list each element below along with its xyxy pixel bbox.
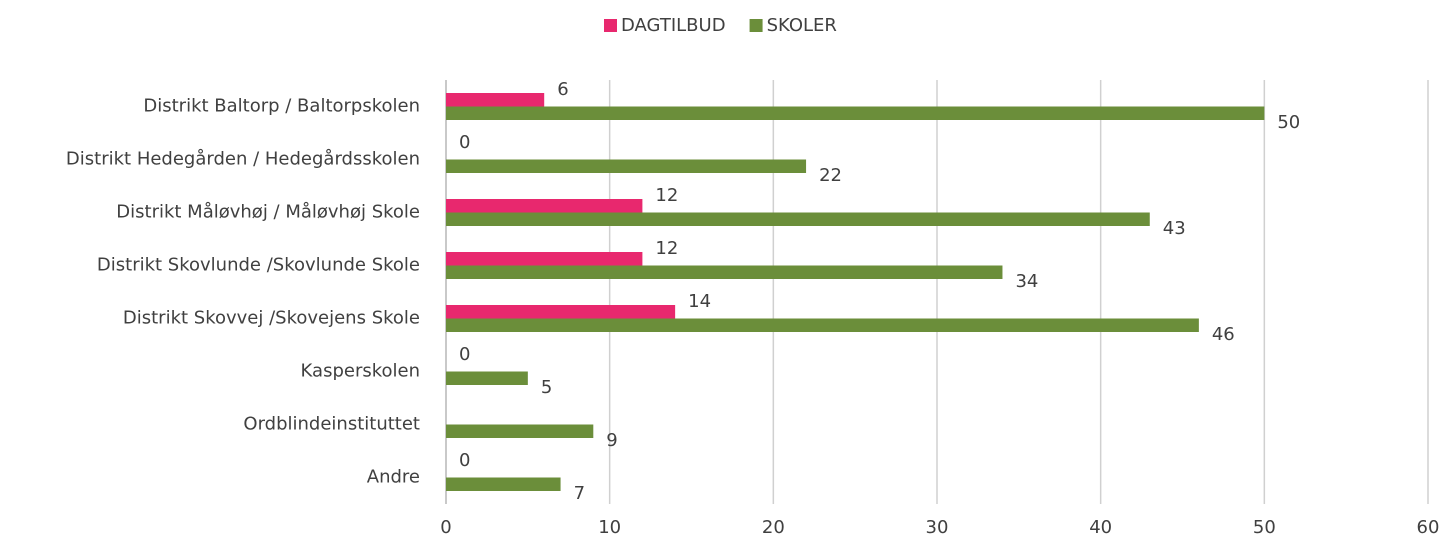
x-tick-label: 20 bbox=[762, 517, 785, 538]
y-tick-label: Distrikt Hedegården / Hedegårdsskolen bbox=[66, 149, 420, 170]
data-label: 12 bbox=[655, 238, 678, 259]
bar bbox=[446, 106, 1265, 120]
data-label: 9 bbox=[606, 430, 617, 451]
data-label: 7 bbox=[574, 483, 585, 504]
bar bbox=[446, 159, 807, 173]
y-tick-label: Andre bbox=[367, 467, 420, 488]
legend-swatch bbox=[749, 19, 763, 32]
legend-label: DAGTILBUD bbox=[621, 15, 726, 36]
x-tick-label: 10 bbox=[598, 517, 621, 538]
data-label: 0 bbox=[459, 450, 470, 471]
data-label: 46 bbox=[1212, 324, 1235, 345]
bar bbox=[446, 252, 643, 266]
bar bbox=[446, 318, 1199, 332]
bar bbox=[446, 424, 594, 438]
x-tick-label: 30 bbox=[926, 517, 949, 538]
bar bbox=[446, 305, 676, 319]
y-tick-label: Ordblindeinstituttet bbox=[243, 414, 420, 435]
bar bbox=[446, 93, 545, 107]
x-tick-label: 0 bbox=[440, 517, 451, 538]
data-label: 43 bbox=[1163, 218, 1186, 239]
data-label: 0 bbox=[459, 132, 470, 153]
bar bbox=[446, 199, 643, 213]
legend-label: SKOLER bbox=[767, 15, 837, 36]
y-tick-label: Distrikt Måløvhøj / Måløvhøj Skole bbox=[116, 202, 420, 223]
y-tick-label: Kasperskolen bbox=[301, 361, 420, 382]
x-tick-label: 40 bbox=[1089, 517, 1112, 538]
data-label: 22 bbox=[819, 165, 842, 186]
x-tick-label: 60 bbox=[1417, 517, 1440, 538]
y-tick-label: Distrikt Baltorp / Baltorpskolen bbox=[143, 96, 420, 117]
bar bbox=[446, 265, 1003, 279]
data-label: 14 bbox=[688, 291, 711, 312]
bar bbox=[446, 212, 1150, 226]
data-label: 34 bbox=[1015, 271, 1038, 292]
y-tick-label: Distrikt Skovvej /Skovejens Skole bbox=[123, 308, 420, 329]
data-label: 6 bbox=[557, 79, 568, 100]
data-label: 12 bbox=[655, 185, 678, 206]
data-label: 5 bbox=[541, 377, 552, 398]
data-label: 0 bbox=[459, 344, 470, 365]
bar bbox=[446, 371, 528, 385]
y-tick-label: Distrikt Skovlunde /Skovlunde Skole bbox=[97, 255, 420, 276]
data-label: 50 bbox=[1277, 112, 1300, 133]
bar bbox=[446, 477, 561, 491]
legend-swatch bbox=[604, 19, 617, 32]
x-tick-label: 50 bbox=[1253, 517, 1276, 538]
